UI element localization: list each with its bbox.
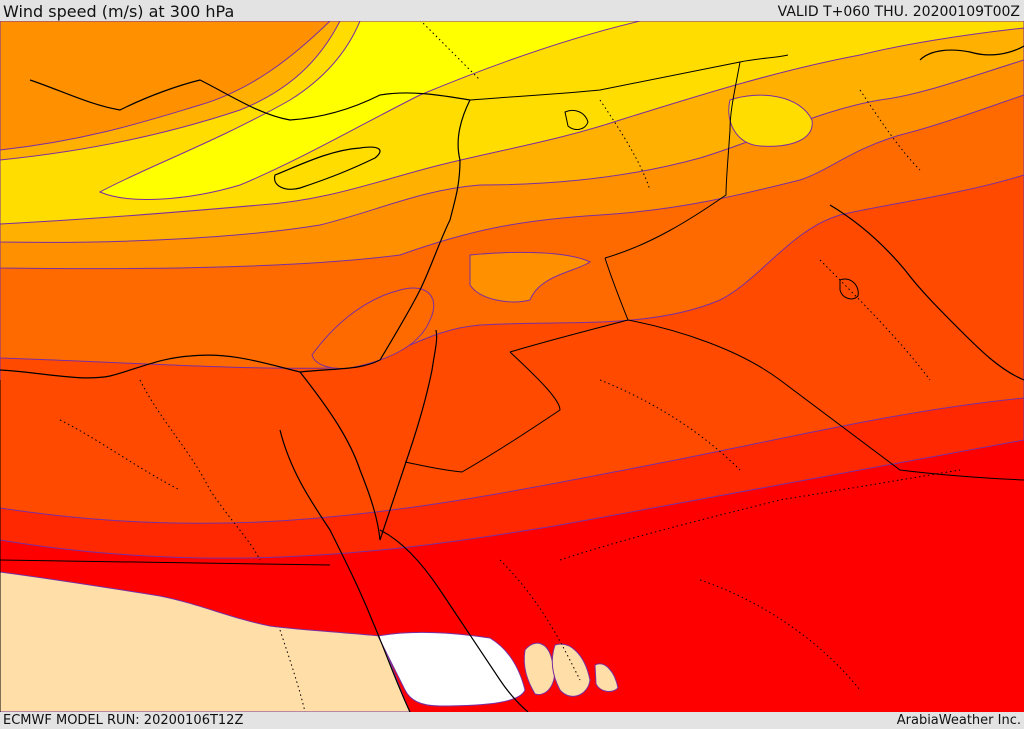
border-saudi-iraq (627, 319, 1024, 481)
jet-core-tan-east-2 (551, 643, 591, 697)
jet-core-tan (0, 571, 411, 712)
province-boundaries (59, 21, 961, 712)
band-orange-levant (469, 251, 591, 303)
map-canvas (0, 21, 1024, 712)
band-slow-yellow (98, 21, 641, 200)
province-boundary (559, 469, 961, 561)
province-boundary (139, 379, 261, 561)
province-boundary (499, 559, 581, 681)
band-orange-northwest (0, 21, 331, 151)
jet-core-tan-east-3 (594, 663, 619, 692)
coastline-red-sea-west (279, 429, 411, 712)
coastline-caspian-south (919, 45, 1024, 61)
model-run-label: ECMWF MODEL RUN: 20200106T12Z (3, 713, 244, 728)
border-syria-iraq (604, 61, 741, 259)
border-jordan-saudi (509, 257, 629, 353)
coastline-anatolia-south (29, 79, 471, 121)
border-jordan-israel (404, 351, 561, 473)
band-yellow-east (728, 94, 813, 147)
coastline-gulf-aqaba (409, 329, 438, 451)
coastline-sinai (299, 371, 411, 541)
coastline-levant (379, 99, 471, 361)
province-boundary (599, 379, 741, 471)
island-bahrain (839, 278, 859, 300)
footer-bar: ECMWF MODEL RUN: 20200106T12Z ArabiaWeat… (0, 712, 1024, 729)
header-bar: Wind speed (m/s) at 300 hPa VALID T+060 … (0, 0, 1024, 21)
province-boundary (279, 629, 306, 712)
country-borders (0, 54, 1024, 712)
province-boundary (819, 259, 931, 381)
border-turkey-syria (469, 54, 789, 101)
credit-label: ArabiaWeather Inc. (896, 713, 1021, 728)
province-boundary (699, 579, 861, 691)
map-title: Wind speed (m/s) at 300 hPa (3, 2, 235, 21)
coastline-persian-gulf (829, 204, 1024, 381)
coastline-mediterranean-south (0, 354, 381, 379)
valid-time-label: VALID T+060 THU. 20200109T00Z (777, 4, 1020, 20)
coastlines (0, 45, 1024, 712)
province-boundary (859, 89, 921, 171)
jet-core-tan-east (523, 642, 556, 696)
wind-speed-map (0, 21, 1024, 712)
coastline-cyprus (274, 146, 381, 190)
border-egypt-sudan (0, 559, 331, 566)
lake-tuz (564, 109, 589, 130)
coastline-red-sea-east (379, 529, 529, 712)
